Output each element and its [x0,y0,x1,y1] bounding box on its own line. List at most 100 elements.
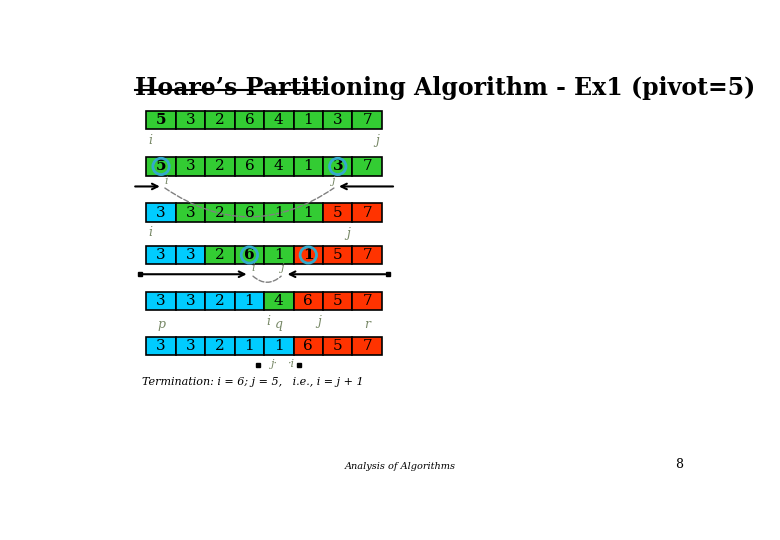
Bar [293,111,323,130]
Text: 3: 3 [333,113,342,127]
Text: 7: 7 [363,294,372,308]
Bar [264,336,293,355]
Bar [176,246,205,264]
Text: 3: 3 [186,113,195,127]
Bar [264,204,293,222]
Bar [264,157,293,176]
Text: 2: 2 [215,206,225,220]
Text: 3: 3 [186,339,195,353]
Bar [147,292,176,310]
Bar [147,111,176,130]
Bar [264,111,293,130]
Bar [353,336,382,355]
Bar [353,157,382,176]
Bar [147,204,176,222]
Text: r: r [364,318,370,331]
Bar [235,246,264,264]
Bar [235,292,264,310]
Bar [323,204,353,222]
Text: Analysis of Algorithms: Analysis of Algorithms [344,462,456,471]
Text: 7: 7 [363,248,372,262]
Bar [264,246,293,264]
Bar [293,246,323,264]
Text: 5: 5 [156,159,166,173]
Bar [205,111,235,130]
Bar [176,157,205,176]
Text: j: j [376,134,380,147]
Bar [323,336,353,355]
Text: 3: 3 [186,159,195,173]
Text: 6: 6 [244,248,255,262]
Text: 1: 1 [303,248,314,262]
Text: 1: 1 [244,294,254,308]
Text: 7: 7 [363,113,372,127]
Text: 2: 2 [215,113,225,127]
Text: 7: 7 [363,339,372,353]
Bar [353,111,382,130]
Text: 3: 3 [156,206,166,220]
Bar [205,246,235,264]
FancyArrowPatch shape [253,276,281,282]
Text: j: j [346,226,350,240]
Text: 7: 7 [363,159,372,173]
Text: 1: 1 [303,159,314,173]
Bar [353,292,382,310]
Text: p: p [157,318,165,331]
Bar [323,157,353,176]
Text: 6: 6 [244,206,254,220]
Text: 1: 1 [244,339,254,353]
Text: q: q [275,318,283,331]
Text: 4: 4 [274,294,284,308]
Text: 4: 4 [274,159,284,173]
Text: 2: 2 [215,339,225,353]
Text: i: i [251,264,254,273]
Bar [235,336,264,355]
Text: 6: 6 [303,339,314,353]
Text: i: i [149,134,153,147]
Bar [147,157,176,176]
Text: j: j [280,264,283,273]
Bar [353,246,382,264]
Text: 1: 1 [274,248,284,262]
Text: 1: 1 [303,113,314,127]
Text: Hoare’s Partitioning Algorithm - Ex1 (pivot=5): Hoare’s Partitioning Algorithm - Ex1 (pi… [135,76,755,99]
Text: 3: 3 [156,294,166,308]
Bar [235,111,264,130]
Bar [205,336,235,355]
Text: 2: 2 [215,294,225,308]
Text: 3: 3 [186,206,195,220]
Bar [205,292,235,310]
Bar [176,336,205,355]
Text: 1: 1 [303,206,314,220]
Text: i: i [267,315,271,328]
Text: 2: 2 [215,248,225,262]
Text: 6: 6 [303,294,314,308]
Text: 3: 3 [332,159,343,173]
FancyArrowPatch shape [165,188,334,217]
Bar [293,204,323,222]
Text: 3: 3 [156,339,166,353]
Text: 2: 2 [215,159,225,173]
Text: i: i [149,226,153,240]
Text: 8: 8 [675,458,682,471]
Bar [353,204,382,222]
Bar [147,336,176,355]
Text: 5: 5 [333,248,342,262]
Bar [176,204,205,222]
Text: i: i [164,176,168,186]
Text: ·i: ·i [286,359,293,369]
Text: 5: 5 [156,113,166,127]
Bar [205,204,235,222]
Text: Termination: i = 6; j = 5,   i.e., i = j + 1: Termination: i = 6; j = 5, i.e., i = j +… [143,377,364,387]
Bar [235,157,264,176]
Text: 1: 1 [274,206,284,220]
Bar [323,292,353,310]
Text: 7: 7 [363,206,372,220]
Text: 4: 4 [274,113,284,127]
Text: j·: j· [270,359,277,369]
Text: 3: 3 [156,248,166,262]
Text: j: j [332,176,335,186]
Text: 3: 3 [186,248,195,262]
Bar [323,246,353,264]
Text: 5: 5 [333,339,342,353]
